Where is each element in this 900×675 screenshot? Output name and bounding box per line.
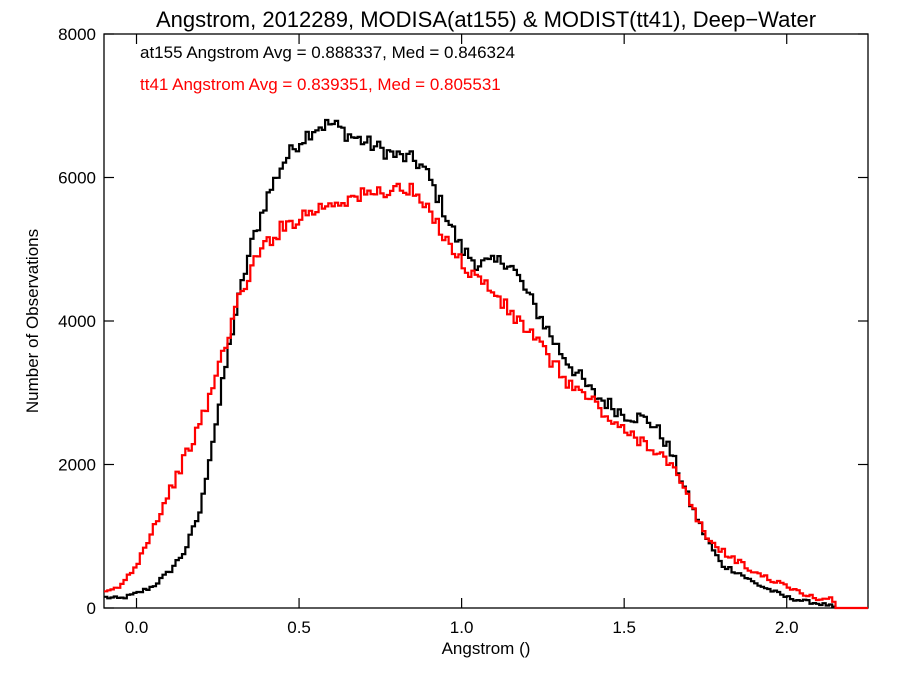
series-lines (104, 118, 868, 610)
y-tick-label: 4000 (58, 312, 96, 331)
y-tick-label: 8000 (58, 25, 96, 44)
x-tick-label: 0.5 (287, 618, 311, 637)
y-axis-label: Number of Observations (23, 229, 42, 413)
x-tick-label: 1.0 (450, 618, 474, 637)
series-line (104, 118, 836, 608)
annotation-tt41: tt41 Angstrom Avg = 0.839351, Med = 0.80… (140, 75, 501, 94)
y-tick-label: 2000 (58, 456, 96, 475)
x-tick-label: 2.0 (775, 618, 799, 637)
y-tick-label: 6000 (58, 169, 96, 188)
x-axis-label: Angstrom () (442, 639, 531, 658)
chart-title: Angstrom, 2012289, MODISA(at155) & MODIS… (156, 7, 816, 32)
annotation-at155: at155 Angstrom Avg = 0.888337, Med = 0.8… (140, 43, 515, 62)
x-tick-label: 0.0 (125, 618, 149, 637)
y-ticks: 0 2000 4000 6000 8000 (58, 25, 868, 618)
x-ticks: 0.0 0.5 1.0 1.5 2.0 (125, 34, 799, 637)
x-tick-label: 1.5 (612, 618, 636, 637)
series-line (104, 182, 868, 610)
y-tick-label: 0 (87, 599, 96, 618)
plot-frame (103, 33, 869, 609)
